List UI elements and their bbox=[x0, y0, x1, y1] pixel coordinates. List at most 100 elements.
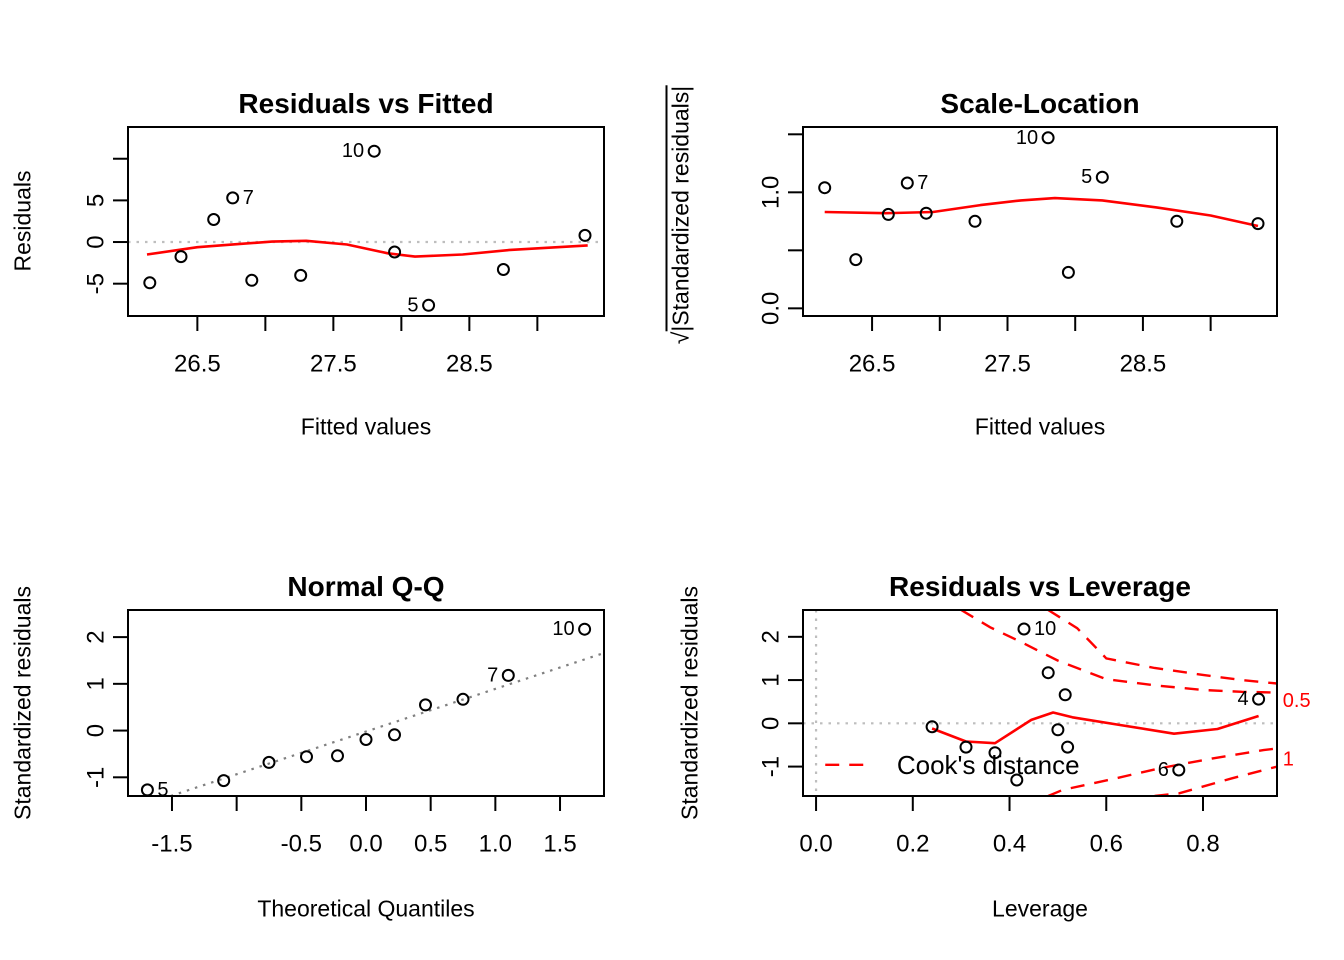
qq-reference-line bbox=[170, 651, 604, 796]
data-point bbox=[1251, 217, 1265, 231]
y-tick-label: -5 bbox=[83, 273, 110, 294]
data-point bbox=[217, 774, 231, 788]
data-point bbox=[1058, 688, 1072, 702]
smoother-line bbox=[931, 711, 1259, 745]
x-tick-label: 1.5 bbox=[543, 831, 576, 858]
point-label-10: 10 bbox=[342, 140, 364, 162]
point-label-4: 4 bbox=[1237, 688, 1248, 710]
plot-box bbox=[127, 609, 605, 797]
data-point bbox=[388, 728, 401, 742]
smoother-line bbox=[146, 239, 588, 258]
plot-box bbox=[802, 126, 1278, 317]
sqrt-argument-text: |Standardized residuals| bbox=[665, 85, 694, 332]
data-point bbox=[1172, 763, 1186, 777]
point-label-7: 7 bbox=[917, 172, 928, 194]
x-tick-label: 0.8 bbox=[1186, 831, 1219, 858]
data-point bbox=[294, 268, 308, 282]
data-point bbox=[174, 250, 188, 264]
data-point bbox=[359, 733, 373, 746]
point-label-7: 7 bbox=[487, 664, 498, 686]
data-point bbox=[207, 213, 221, 226]
data-point bbox=[367, 144, 381, 158]
plot-box bbox=[802, 609, 1278, 797]
y-tick-label: 0 bbox=[83, 235, 110, 248]
ylabel-sqrt-standardized-residuals: √|Standardized residuals| bbox=[665, 85, 695, 345]
data-point bbox=[959, 740, 973, 754]
data-point bbox=[419, 698, 432, 712]
point-label-10: 10 bbox=[1034, 618, 1056, 640]
y-tick-label: 1 bbox=[83, 677, 110, 690]
y-tick-label: 1.0 bbox=[758, 176, 785, 209]
x-tick-label: 0.6 bbox=[1090, 831, 1123, 858]
data-point bbox=[988, 746, 1002, 760]
data-point bbox=[1017, 622, 1031, 636]
panel-scale-location: 26.5 27.5 28.5 0.0 1.0 7 10 5 bbox=[758, 126, 1278, 378]
data-point bbox=[1252, 692, 1266, 706]
data-point bbox=[226, 191, 240, 205]
cooks-distance-contour-1 bbox=[1154, 765, 1277, 796]
y-tick-label: 0 bbox=[83, 724, 110, 737]
point-label-10: 10 bbox=[1016, 127, 1038, 149]
data-point bbox=[1051, 723, 1065, 737]
data-point bbox=[143, 276, 157, 290]
data-point bbox=[919, 206, 933, 220]
y-tick-label: 0 bbox=[758, 717, 785, 730]
data-point bbox=[140, 783, 154, 797]
x-tick-label: 0.4 bbox=[993, 831, 1026, 858]
cooks-distance-contour-1 bbox=[1047, 610, 1277, 685]
cook-contour-label-0.5: 0.5 bbox=[1283, 690, 1311, 712]
smoother-line bbox=[824, 196, 1259, 228]
cook-contour-label-1: 1 bbox=[1283, 749, 1294, 771]
data-point bbox=[1170, 214, 1184, 228]
x-tick-label: 26.5 bbox=[174, 351, 221, 378]
ylabel-standardized-residuals-qq: Standardized residuals bbox=[9, 586, 36, 820]
data-point bbox=[456, 692, 470, 706]
x-tick-label: 28.5 bbox=[1120, 351, 1167, 378]
panel-title-normal-qq: Normal Q-Q bbox=[287, 571, 445, 602]
point-label-7: 7 bbox=[243, 187, 254, 209]
panel-normal-qq: -1.5 -0.5 0.0 0.5 1.0 1.5 -1 0 1 2 5 7 10 bbox=[83, 609, 605, 858]
data-point bbox=[331, 749, 344, 763]
x-tick-label: 0.0 bbox=[349, 831, 382, 858]
data-point bbox=[388, 245, 402, 259]
data-point bbox=[422, 298, 436, 312]
data-point bbox=[881, 207, 895, 221]
data-point bbox=[818, 181, 832, 195]
legend-label-cooks-distance: Cook's distance bbox=[897, 750, 1080, 780]
y-tick-label: -1 bbox=[83, 767, 110, 788]
cooks-distance-contour-0.5 bbox=[960, 610, 1277, 694]
data-point bbox=[262, 755, 276, 769]
data-point bbox=[1061, 740, 1075, 754]
data-point bbox=[1010, 773, 1024, 787]
panel-title-residuals-vs-fitted: Residuals vs Fitted bbox=[238, 88, 494, 119]
x-tick-label: 28.5 bbox=[446, 351, 493, 378]
x-tick-label: 26.5 bbox=[849, 351, 896, 378]
sqrt-radical-glyph: √ bbox=[667, 331, 694, 345]
x-tick-label: 0.5 bbox=[414, 831, 447, 858]
y-tick-label: 5 bbox=[83, 194, 110, 207]
x-tick-label: 0.0 bbox=[799, 831, 832, 858]
data-point bbox=[496, 263, 510, 276]
x-tick-label: 0.2 bbox=[896, 831, 929, 858]
panel-title-scale-location: Scale-Location bbox=[940, 88, 1140, 119]
data-point bbox=[245, 273, 259, 287]
point-label-10: 10 bbox=[552, 618, 574, 640]
xlabel-fitted-values-2: Fitted values bbox=[974, 413, 1106, 440]
data-point bbox=[900, 176, 914, 190]
data-point bbox=[1041, 666, 1055, 680]
data-point bbox=[968, 214, 982, 228]
data-point bbox=[925, 720, 939, 734]
data-point bbox=[1041, 131, 1055, 145]
data-point bbox=[849, 253, 863, 267]
data-point bbox=[300, 750, 313, 764]
x-tick-label: -0.5 bbox=[281, 831, 322, 858]
cooks-distance-contour-0.5 bbox=[1047, 747, 1277, 796]
data-point bbox=[501, 668, 515, 682]
y-tick-label: 2 bbox=[83, 630, 110, 643]
ylabel-residuals: Residuals bbox=[9, 170, 36, 272]
data-point bbox=[578, 228, 592, 242]
xlabel-fitted-values-1: Fitted values bbox=[300, 413, 432, 440]
ylabel-standardized-residuals-lev: Standardized residuals bbox=[676, 586, 703, 820]
